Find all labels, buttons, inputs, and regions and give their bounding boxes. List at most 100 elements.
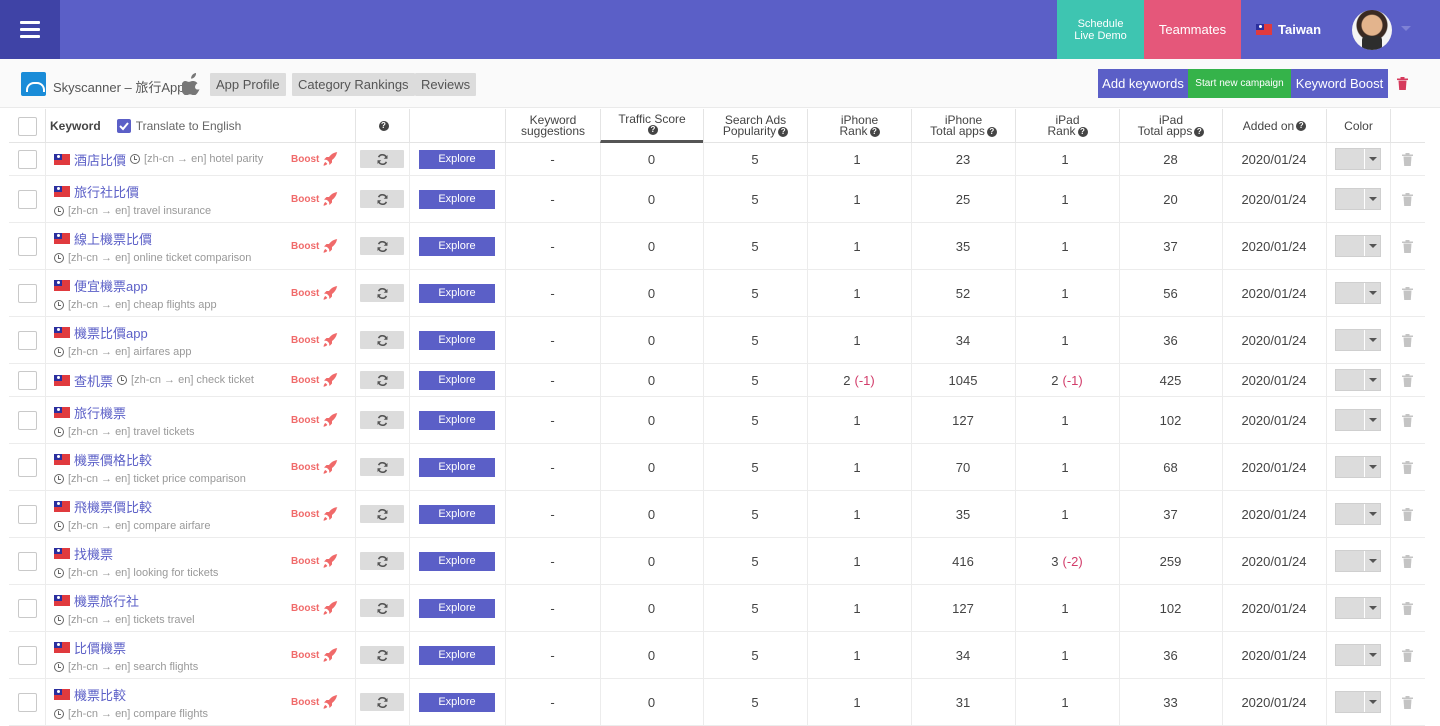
tab-category-rankings[interactable]: Category Rankings <box>292 73 415 96</box>
color-select[interactable] <box>1335 235 1381 257</box>
teammates-button[interactable]: Teammates <box>1144 0 1241 59</box>
color-select[interactable] <box>1335 148 1381 170</box>
help-icon[interactable]: ? <box>648 125 658 135</box>
row-checkbox[interactable] <box>17 504 37 524</box>
keyword-link[interactable]: 飛機票價比較 <box>74 499 153 515</box>
keyword-link[interactable]: 酒店比價 <box>74 152 127 168</box>
tab-reviews[interactable]: Reviews <box>415 73 477 96</box>
header-search-ads-popularity[interactable]: Search Ads Popularity? <box>703 109 807 143</box>
row-checkbox[interactable] <box>17 149 37 169</box>
keyword-link[interactable]: 機票旅行社 <box>74 593 140 609</box>
header-ipad-total-apps[interactable]: iPad Total apps? <box>1119 109 1222 143</box>
trash-icon[interactable] <box>1402 192 1413 206</box>
country-selector[interactable]: Taiwan <box>1241 0 1351 59</box>
help-icon[interactable]: ? <box>1077 126 1088 137</box>
refresh-button[interactable] <box>360 552 404 570</box>
row-checkbox[interactable] <box>17 189 37 209</box>
row-checkbox[interactable] <box>17 370 37 390</box>
row-checkbox[interactable] <box>17 551 37 571</box>
row-checkbox[interactable] <box>17 330 37 350</box>
add-keywords-button[interactable]: Add keywords <box>1098 69 1188 98</box>
refresh-button[interactable] <box>360 371 404 389</box>
row-checkbox[interactable] <box>17 236 37 256</box>
color-select[interactable] <box>1335 644 1381 666</box>
chevron-down-icon[interactable] <box>1401 26 1411 31</box>
boost-button[interactable]: Boost <box>291 176 339 222</box>
row-checkbox[interactable] <box>17 598 37 618</box>
boost-button[interactable]: Boost <box>291 143 339 175</box>
keyword-link[interactable]: 旅行機票 <box>74 405 127 421</box>
header-iphone-total-apps[interactable]: iPhone Total apps? <box>911 109 1015 143</box>
refresh-button[interactable] <box>360 411 404 429</box>
row-checkbox[interactable] <box>17 283 37 303</box>
keyword-link[interactable]: 比價機票 <box>74 640 127 656</box>
refresh-button[interactable] <box>360 150 404 168</box>
keyword-link[interactable]: 找機票 <box>74 546 114 562</box>
boost-button[interactable]: Boost <box>291 679 339 725</box>
schedule-live-demo-button[interactable]: Schedule Live Demo <box>1057 0 1144 59</box>
refresh-button[interactable] <box>360 331 404 349</box>
keyword-link[interactable]: 查机票 <box>74 373 114 389</box>
explore-button[interactable]: Explore <box>419 236 495 256</box>
select-all-checkbox[interactable] <box>17 116 37 136</box>
help-icon[interactable]: ? <box>869 126 880 137</box>
row-checkbox[interactable] <box>17 410 37 430</box>
refresh-button[interactable] <box>360 284 404 302</box>
color-select[interactable] <box>1335 409 1381 431</box>
boost-button[interactable]: Boost <box>291 585 339 631</box>
help-icon[interactable]: ? <box>778 126 789 137</box>
color-select[interactable] <box>1335 282 1381 304</box>
translate-toggle[interactable]: Translate to English <box>116 119 241 133</box>
trash-icon[interactable] <box>1402 152 1413 166</box>
user-avatar[interactable] <box>1352 10 1392 50</box>
boost-button[interactable]: Boost <box>291 444 339 490</box>
trash-icon[interactable] <box>1402 507 1413 521</box>
color-select[interactable] <box>1335 597 1381 619</box>
refresh-button[interactable] <box>360 190 404 208</box>
explore-button[interactable]: Explore <box>419 189 495 209</box>
boost-button[interactable]: Boost <box>291 270 339 316</box>
header-ipad-rank[interactable]: iPad Rank? <box>1015 109 1119 143</box>
keyword-link[interactable]: 機票價格比較 <box>74 452 153 468</box>
explore-button[interactable]: Explore <box>419 283 495 303</box>
color-select[interactable] <box>1335 503 1381 525</box>
refresh-button[interactable] <box>360 505 404 523</box>
color-select[interactable] <box>1335 188 1381 210</box>
start-new-campaign-button[interactable]: Start new campaign <box>1188 69 1291 98</box>
keyword-boost-button[interactable]: Keyword Boost <box>1291 69 1388 98</box>
boost-button[interactable]: Boost <box>291 364 339 396</box>
explore-button[interactable]: Explore <box>419 410 495 430</box>
header-iphone-rank[interactable]: iPhone Rank? <box>807 109 911 143</box>
trash-icon[interactable] <box>1402 554 1413 568</box>
explore-button[interactable]: Explore <box>419 598 495 618</box>
boost-button[interactable]: Boost <box>291 397 339 443</box>
refresh-button[interactable] <box>360 693 404 711</box>
keyword-link[interactable]: 線上機票比價 <box>74 231 153 247</box>
boost-button[interactable]: Boost <box>291 223 339 269</box>
explore-button[interactable]: Explore <box>419 457 495 477</box>
explore-button[interactable]: Explore <box>419 692 495 712</box>
header-keyword-suggestions[interactable]: Keyword suggestions <box>505 109 600 143</box>
color-select[interactable] <box>1335 691 1381 713</box>
boost-button[interactable]: Boost <box>291 632 339 678</box>
help-icon[interactable]: ? <box>1194 126 1205 137</box>
trash-icon[interactable] <box>1402 333 1413 347</box>
header-traffic-score[interactable]: Traffic Score ? <box>600 109 703 143</box>
explore-button[interactable]: Explore <box>419 330 495 350</box>
refresh-button[interactable] <box>360 458 404 476</box>
explore-button[interactable]: Explore <box>419 149 495 169</box>
keyword-link[interactable]: 機票比較 <box>74 687 127 703</box>
explore-button[interactable]: Explore <box>419 551 495 571</box>
help-icon[interactable]: ? <box>378 121 389 131</box>
trash-icon[interactable] <box>1402 286 1413 300</box>
color-select[interactable] <box>1335 369 1381 391</box>
trash-icon[interactable] <box>1402 413 1413 427</box>
hamburger-menu-icon[interactable] <box>0 0 60 59</box>
color-select[interactable] <box>1335 456 1381 478</box>
refresh-button[interactable] <box>360 237 404 255</box>
row-checkbox[interactable] <box>17 457 37 477</box>
keyword-link[interactable]: 便宜機票app <box>74 278 148 294</box>
tab-app-profile[interactable]: App Profile <box>210 73 286 96</box>
keyword-link[interactable]: 旅行社比價 <box>74 184 140 200</box>
color-select[interactable] <box>1335 329 1381 351</box>
